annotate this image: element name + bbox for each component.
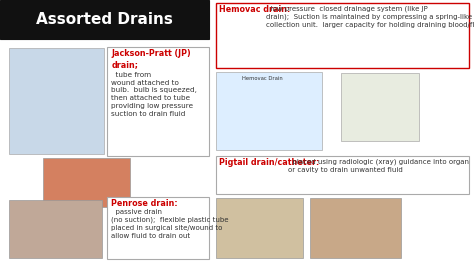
Text: passive drain
(no suction);  flexible plastic tube
placed in surgical site/wound: passive drain (no suction); flexible pla…	[111, 209, 229, 239]
FancyBboxPatch shape	[107, 197, 209, 259]
FancyBboxPatch shape	[216, 156, 469, 194]
Text: placed using radiologic (xray) guidance into organ
or cavity to drain unwanted f: placed using radiologic (xray) guidance …	[288, 158, 469, 173]
FancyBboxPatch shape	[216, 3, 469, 68]
Text: low pressure  closed drainage system (like JP
drain);  Suction is maintained by : low pressure closed drainage system (lik…	[266, 5, 474, 28]
FancyBboxPatch shape	[216, 72, 322, 150]
FancyBboxPatch shape	[9, 200, 102, 258]
FancyBboxPatch shape	[341, 73, 419, 141]
Text: Pigtail drain/catheter:: Pigtail drain/catheter:	[219, 158, 319, 167]
FancyBboxPatch shape	[9, 48, 104, 154]
FancyBboxPatch shape	[0, 0, 209, 39]
Text: Penrose drain:: Penrose drain:	[111, 200, 178, 209]
Text: Hemovac Drain: Hemovac Drain	[242, 76, 283, 81]
FancyBboxPatch shape	[43, 158, 130, 207]
Text: Assorted Drains: Assorted Drains	[36, 12, 173, 27]
FancyBboxPatch shape	[107, 47, 209, 156]
Text: Jackson-Pratt (JP)
drain;: Jackson-Pratt (JP) drain;	[111, 49, 191, 69]
Text: tube from
wound attached to
bulb.  bulb is squeezed,
then attached to tube
provi: tube from wound attached to bulb. bulb i…	[111, 72, 197, 117]
FancyBboxPatch shape	[310, 198, 401, 258]
FancyBboxPatch shape	[216, 198, 303, 258]
Text: Hemovac drain:: Hemovac drain:	[219, 5, 291, 14]
